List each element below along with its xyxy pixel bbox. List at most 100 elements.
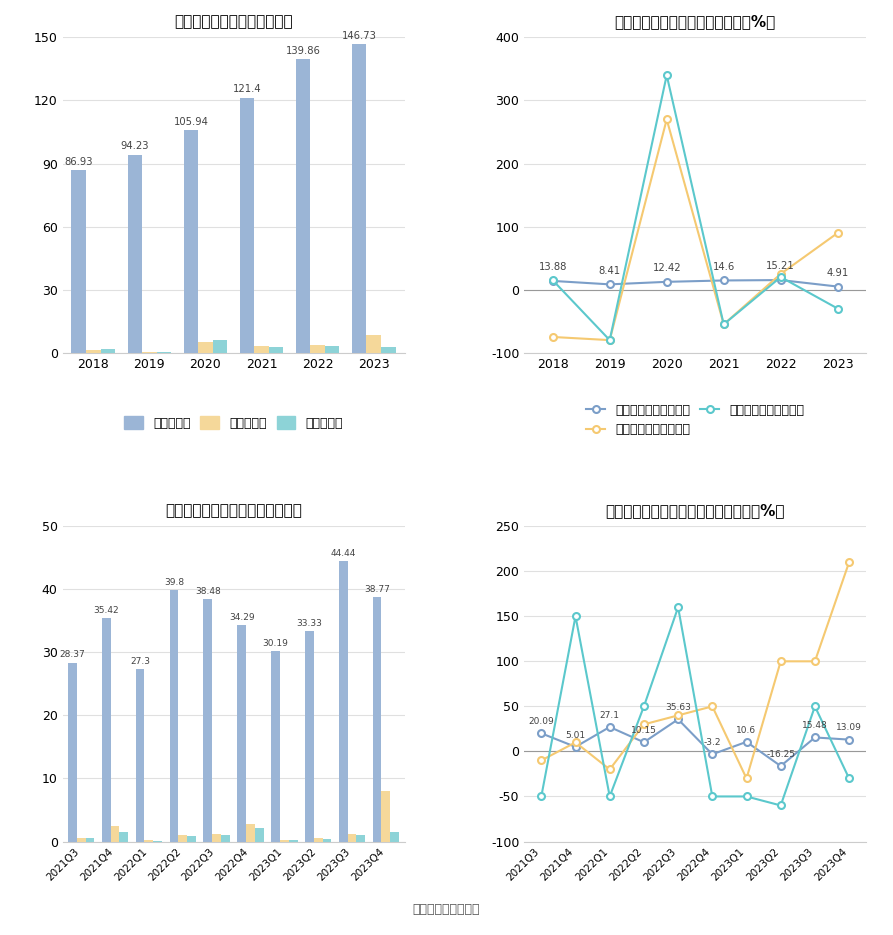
Text: -3.2: -3.2 [704,738,721,747]
扣非净利润同比增长率 [775,271,786,282]
Bar [68,663,77,842]
Text: -16.25: -16.25 [766,750,795,759]
Line: 营业总收入同比增长率: 营业总收入同比增长率 [538,716,853,770]
Bar [311,345,325,352]
Bar [184,130,198,352]
Bar [366,335,381,352]
Text: 35.63: 35.63 [665,703,691,712]
Text: 121.4: 121.4 [233,84,262,94]
扣非净利润同比增长率 [638,700,649,712]
Text: 146.73: 146.73 [342,31,377,41]
Bar [271,651,280,842]
Title: 历年营收、净利情况（亿元）: 历年营收、净利情况（亿元） [174,14,293,29]
营业总收入同比增长率 [570,741,580,753]
归母净利润同比增长率 [741,773,752,784]
营业总收入同比增长率 [844,734,855,745]
Bar [288,841,297,842]
Line: 归母净利润同比增长率: 归母净利润同比增长率 [538,559,853,782]
Text: 94.23: 94.23 [121,141,149,151]
Bar [338,561,347,842]
Text: 44.44: 44.44 [330,549,356,558]
扣非净利润同比增长率 [741,791,752,802]
营业总收入同比增长率 [741,736,752,747]
Text: 34.29: 34.29 [229,613,255,622]
Bar [238,626,246,842]
归母净利润同比增长率 [605,764,615,775]
营业总收入同比增长率 [810,732,821,743]
Bar [269,348,283,352]
归母净利润同比增长率 [570,737,580,748]
Text: 30.19: 30.19 [263,639,288,648]
营业总收入同比增长率 [605,279,615,290]
营业总收入同比增长率 [638,737,649,748]
Text: 39.8: 39.8 [163,579,184,587]
Bar [325,346,339,352]
归母净利润同比增长率 [775,268,786,280]
Bar [86,838,95,842]
扣非净利润同比增长率 [810,700,821,712]
Text: 27.1: 27.1 [600,711,620,720]
Bar [347,834,356,842]
扣非净利润同比增长率 [605,335,615,346]
归母净利润同比增长率 [605,335,615,346]
营业总收入同比增长率 [547,275,558,286]
Bar [71,170,86,352]
归母净利润同比增长率 [536,755,547,766]
Bar [188,836,196,842]
归母净利润同比增长率 [707,700,718,712]
Title: 营收、净利季度变动情况（亿元）: 营收、净利季度变动情况（亿元） [165,503,302,518]
Bar [77,839,86,842]
营业总收入同比增长率 [775,760,786,771]
Legend: 营业总收入同比增长率, 归母净利润同比增长率, 扣非净利润同比增长率: 营业总收入同比增长率, 归母净利润同比增长率, 扣非净利润同比增长率 [581,399,809,441]
营业总收入同比增长率 [832,280,843,292]
Bar [198,342,213,352]
归母净利润同比增长率 [844,556,855,568]
营业总收入同比增长率 [718,275,729,286]
Bar [381,791,390,842]
Text: 14.6: 14.6 [713,262,735,272]
Bar [390,832,399,842]
归母净利润同比增长率 [832,227,843,238]
归母净利润同比增长率 [672,710,683,721]
扣非净利润同比增长率 [662,69,672,80]
Bar [128,154,142,352]
Bar [352,44,366,352]
Text: 33.33: 33.33 [296,619,322,628]
Bar [145,841,154,842]
营业总收入同比增长率 [662,276,672,287]
Text: 4.91: 4.91 [827,267,849,278]
Text: 5.01: 5.01 [565,730,586,740]
Text: 38.77: 38.77 [364,584,390,594]
Bar [120,832,129,842]
扣非净利润同比增长率 [718,319,729,330]
Text: 27.3: 27.3 [130,657,150,666]
扣非净利润同比增长率 [605,791,615,802]
Bar [305,631,313,842]
Bar [136,669,145,842]
Text: 15.21: 15.21 [766,261,795,271]
扣非净利润同比增长率 [547,275,558,286]
Bar [86,350,101,352]
Line: 扣非净利润同比增长率: 扣非净利润同比增长率 [549,72,841,343]
Text: 8.41: 8.41 [598,266,621,276]
Bar [255,827,263,842]
Title: 营收、净利同比增长率季度变动情况（%）: 营收、净利同比增长率季度变动情况（%） [605,503,785,518]
Text: 10.6: 10.6 [737,726,756,735]
Bar [356,835,365,842]
营业总收入同比增长率 [707,749,718,760]
扣非净利润同比增长率 [844,773,855,784]
扣非净利润同比增长率 [536,791,547,802]
Text: 139.86: 139.86 [286,46,321,55]
扣非净利润同比增长率 [672,601,683,612]
Text: 15.48: 15.48 [802,721,828,730]
Bar [102,618,111,842]
Text: 13.09: 13.09 [836,724,862,732]
归母净利润同比增长率 [718,319,729,330]
Bar [381,347,396,352]
Line: 扣非净利润同比增长率: 扣非净利润同比增长率 [538,604,853,809]
Bar [296,59,311,352]
Bar [111,826,120,842]
Bar [280,840,288,842]
归母净利润同比增长率 [547,331,558,342]
归母净利润同比增长率 [810,655,821,667]
